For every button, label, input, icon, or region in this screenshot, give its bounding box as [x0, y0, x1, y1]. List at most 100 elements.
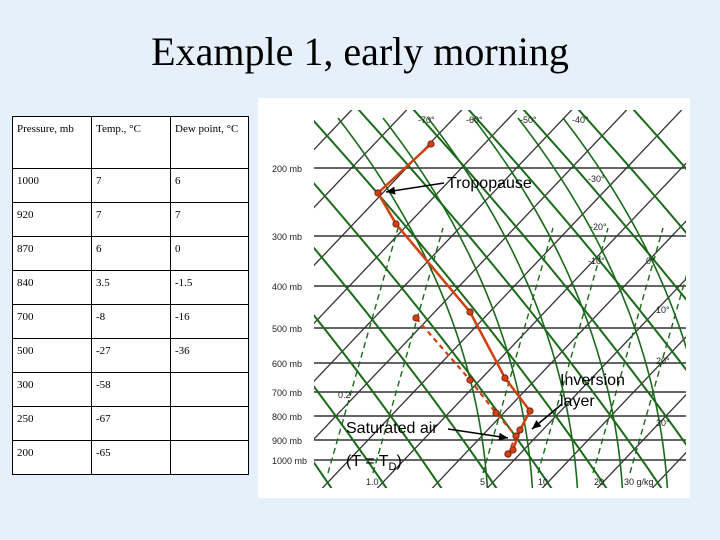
cell-pressure: 500 — [12, 338, 92, 373]
cell-pressure: 700 — [12, 304, 92, 339]
mixing-ratio-line — [537, 227, 609, 474]
top-temp-label: -40° — [572, 115, 589, 125]
moist-adiabat — [562, 117, 686, 350]
cell-dewpoint — [170, 440, 249, 475]
saturated-air-label: Saturated air — [346, 420, 438, 437]
isotherm-line — [314, 110, 628, 440]
mixing-ratio-label: 30 g/kg — [624, 477, 654, 487]
top-temp-label: -60° — [466, 115, 483, 125]
col-header-temp: Temp., °C — [91, 116, 171, 169]
cell-dewpoint: -16 — [170, 304, 249, 339]
mixing-ratio-line — [592, 227, 664, 474]
mixing-ratio-label: 1.0 — [366, 477, 379, 487]
skew-t-svg: 200 mb 300 mb 400 mb 500 mb 600 mb 700 mb 800 … — [272, 110, 686, 488]
cell-temp: -8 — [91, 304, 171, 339]
isotherm-line — [651, 451, 686, 488]
table-row: 250 -67 — [12, 406, 249, 441]
col-header-dewpoint: Dew point, °C — [170, 116, 249, 169]
dry-adiabat — [577, 110, 686, 235]
cell-pressure: 920 — [12, 202, 92, 237]
right-temp-label: 20° — [656, 356, 670, 366]
cell-temp: 3.5 — [91, 270, 171, 305]
dewpoint-point — [512, 432, 520, 440]
table-row: 300 -58 — [12, 372, 249, 407]
pressure-label: 900 mb — [272, 436, 302, 446]
saturated-air-arrow-head — [498, 432, 508, 441]
isotherm-line — [314, 110, 573, 383]
dry-adiabat — [314, 119, 608, 488]
tropopause-arrow — [385, 182, 445, 193]
right-temp-label: 30° — [656, 418, 670, 428]
moist-adiabat — [517, 117, 669, 488]
cell-dewpoint — [170, 372, 249, 407]
mixing-ratio-line — [482, 227, 554, 474]
temperature-point — [374, 189, 382, 197]
cell-temp: -27 — [91, 338, 171, 373]
cell-dewpoint: -1.5 — [170, 270, 249, 305]
isotherm-line — [596, 393, 686, 488]
pressure-label: 800 mb — [272, 412, 302, 422]
dewpoint-profile — [415, 317, 518, 455]
dewpoint-point — [466, 376, 474, 384]
right-temp-label: -30° — [588, 174, 605, 184]
isotherm-line — [376, 162, 686, 488]
cell-dewpoint — [170, 406, 249, 441]
cell-temp: -58 — [91, 372, 171, 407]
sounding-table: Pressure, mb Temp., °C Dew point, °C 100… — [12, 116, 249, 475]
mixing-ratio-label: 10 — [538, 477, 548, 487]
slide-title: Example 1, early morning — [151, 29, 569, 74]
mixing-ratio-line — [629, 274, 686, 474]
t-equals-td-label: (T = TD) — [346, 453, 402, 474]
isotherm-line — [541, 336, 686, 488]
moist-adiabat — [472, 117, 624, 488]
cell-pressure: 840 — [12, 270, 92, 305]
isotherm-line — [486, 278, 686, 488]
table-row: 700 -8 -16 — [12, 304, 249, 339]
col-header-pressure: Pressure, mb — [12, 116, 92, 169]
isotherm-line — [431, 220, 686, 488]
cell-dewpoint: 6 — [170, 168, 249, 203]
table-row: 200 -65 — [12, 440, 249, 475]
temperature-point — [466, 308, 474, 316]
saturated-air-arrow — [447, 428, 509, 439]
dry-adiabat — [314, 385, 388, 488]
moist-adiabat — [337, 117, 489, 488]
diagram-grid — [314, 110, 686, 488]
inversion-arrow-head — [532, 420, 542, 429]
right-temp-label: -10° — [588, 256, 605, 266]
dry-adiabat — [467, 110, 686, 372]
mixing-ratio-label: 20 — [594, 477, 604, 487]
cell-pressure: 1000 — [12, 168, 92, 203]
right-temp-label: -20° — [590, 222, 607, 232]
temperature-point — [501, 374, 509, 382]
cell-dewpoint: 7 — [170, 202, 249, 237]
right-temp-label: 10° — [656, 305, 670, 315]
right-temp-label: 0° — [646, 256, 655, 266]
temperature-point — [427, 140, 435, 148]
mixing-ratio-line — [327, 227, 399, 474]
cell-dewpoint: 0 — [170, 236, 249, 271]
annotation-arrows — [385, 182, 563, 441]
tropopause-arrow-head — [386, 186, 396, 195]
dry-adiabat — [314, 313, 443, 488]
dewpoint-point — [412, 314, 420, 322]
temperature-point — [516, 426, 524, 434]
cell-temp: -67 — [91, 406, 171, 441]
inversion-layer-label: Inversion layer — [560, 372, 625, 410]
pressure-label: 400 mb — [272, 282, 302, 292]
cell-temp: 7 — [91, 168, 171, 203]
cell-temp: 7 — [91, 202, 171, 237]
cell-pressure: 250 — [12, 406, 92, 441]
table-row: 840 3.5 -1.5 — [12, 270, 249, 305]
pressure-label: 700 mb — [272, 388, 302, 398]
isotherm-line — [314, 110, 408, 209]
cell-temp: 6 — [91, 236, 171, 271]
table-row: 870 6 0 — [12, 236, 249, 271]
cell-pressure: 200 — [12, 440, 92, 475]
table-row: 920 7 7 — [12, 202, 249, 237]
dry-adiabat — [314, 181, 553, 488]
mixing-ratio-line — [372, 227, 444, 474]
sounding-profiles — [374, 140, 534, 458]
moist-adiabat — [427, 117, 579, 488]
table-header-row: Pressure, mb Temp., °C Dew point, °C — [12, 116, 249, 169]
